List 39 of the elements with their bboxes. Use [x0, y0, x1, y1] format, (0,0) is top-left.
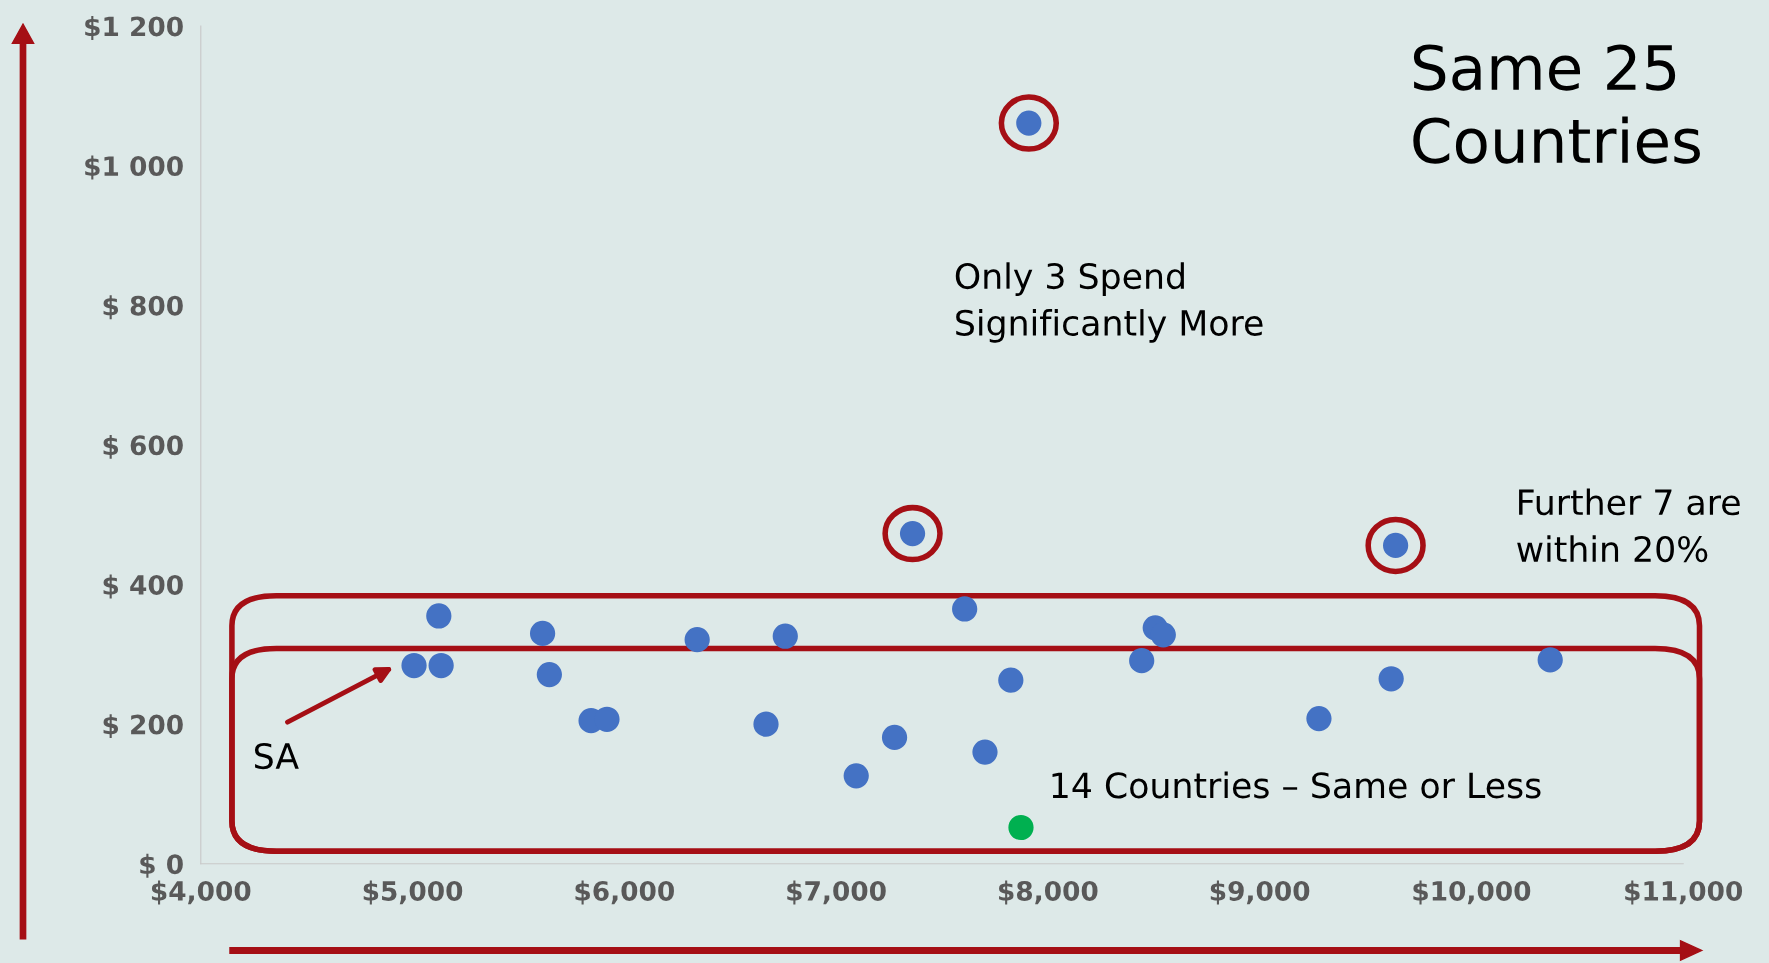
point: [753, 711, 779, 737]
point: [772, 623, 798, 649]
y-tick-label: $ 800: [103, 295, 183, 320]
y-tick-label: $1 200: [85, 15, 183, 40]
point: [843, 763, 869, 789]
point: [426, 603, 452, 629]
x-tick-label: $5,000: [363, 880, 463, 905]
y-tick-label: $ 200: [103, 714, 183, 739]
x-tick-label: $9,000: [1210, 880, 1310, 905]
point: [529, 620, 556, 647]
x-tick-label: $10,000: [1413, 880, 1531, 905]
point: [684, 627, 710, 653]
point: [972, 739, 998, 765]
annotation: SA: [254, 742, 299, 770]
point: [536, 661, 562, 688]
point: [881, 724, 908, 751]
point: [428, 652, 454, 679]
annotation: Further 7 are within 20%: [1517, 488, 1740, 563]
point: [401, 652, 427, 679]
point: [1008, 814, 1034, 841]
annotation: Only 3 Spend Significantly More: [955, 262, 1263, 343]
point: [1150, 622, 1176, 648]
x-tick-label: $4,000: [151, 880, 251, 905]
x-tick-label: $7,000: [787, 880, 886, 905]
y-tick-label: $ 400: [103, 574, 183, 599]
y-tick-label: $ 600: [103, 434, 183, 459]
x-tick-label: $11,000: [1625, 880, 1743, 905]
point: [1378, 666, 1404, 692]
point: [1537, 647, 1563, 673]
point: [952, 596, 978, 622]
annotation: 14 Countries – Same or Less: [1052, 771, 1541, 799]
text: Same 25 Countries: [1413, 44, 1700, 164]
x-tick-label: $6,000: [575, 880, 674, 905]
point: [1129, 648, 1155, 674]
x-tick-label: $8,000: [999, 880, 1098, 905]
point: [1306, 705, 1332, 732]
point: [998, 667, 1024, 693]
y-tick-label: $1 000: [85, 155, 183, 180]
y-tick-label: $ 0: [140, 853, 183, 878]
